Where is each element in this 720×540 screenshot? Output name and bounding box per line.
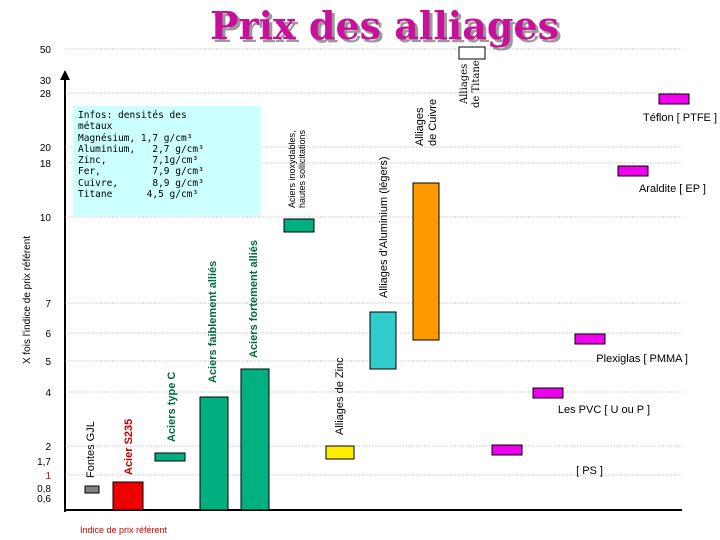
x-axis-label: Indice de prix référent (80, 525, 168, 535)
bar-aciers-faiblement-alli-s (200, 397, 228, 510)
plastic-label: Les PVC [ U ou P ] (558, 404, 650, 416)
bar-alliages-de-titane (459, 47, 485, 59)
y-tick-label: 2 (45, 442, 51, 453)
bar-aciers-type-c (155, 453, 185, 461)
y-tick-label: 7 (45, 299, 51, 310)
label-alliages-titane-2: de Titane (471, 60, 482, 108)
y-tick-label: 1,7 (37, 457, 51, 468)
bar-aciers-fortement-alli-s (241, 369, 269, 510)
plastic-label: Araldite [ EP ] (639, 183, 706, 195)
y-tick-label: 6 (45, 329, 51, 340)
info-line: métaux (78, 121, 261, 132)
y-axis-label: X fois l'indice de prix référent (22, 236, 33, 364)
bar-fontes-gjl (85, 486, 99, 493)
label-acier-s235: Acier S235 (123, 419, 135, 475)
label-aciers-inoxydables-2: hautes sollicitations (297, 129, 307, 208)
plastic-label: Téflon [ PTFE ] (643, 112, 717, 124)
label-aciers-type-c: Aciers type C (166, 372, 178, 442)
info-line: Magnésium, 1,7 g/cm³ (78, 133, 261, 144)
y-tick-label: 1 (45, 471, 51, 482)
label-aciers-inoxydables-1: Aciers inoxydables, (287, 130, 297, 208)
y-tick-label: 0,8 (37, 484, 51, 495)
bar-acier-s235 (113, 482, 143, 510)
density-info-box: Infos: densités des métaux Magnésium, 1,7 … (73, 106, 261, 216)
info-line: Titane 4,5 g/cm³ (78, 189, 261, 200)
bar-alliages-de-cuivre (413, 183, 439, 340)
label-alliages-aluminium: Alliages d'Aluminium (légers) (378, 157, 390, 299)
y-tick-label: 0,6 (37, 494, 51, 505)
y-tick-label: 20 (40, 143, 52, 154)
label-alliages-cuivre-2: de Cuivre (427, 99, 439, 146)
label-fontes-gjl: Fontes GJL (85, 421, 97, 478)
plastic-bar (659, 94, 689, 104)
info-line: Cuivre, 8,9 g/cm³ (78, 178, 261, 189)
y-tick-label: 30 (40, 76, 52, 87)
label-alliages-cuivre-1: Alliages (414, 107, 426, 146)
y-tick-label: 4 (45, 388, 51, 399)
bar-aciers-inoxydables-hautes-sollicitations (284, 219, 314, 232)
plastic-bar (492, 445, 522, 455)
plastic-label: [ PS ] (576, 465, 603, 477)
plastic-bar (533, 388, 563, 398)
label-alliages-zinc: Alliages de Zinc (334, 357, 346, 435)
y-tick-label: 18 (40, 159, 52, 170)
label-aciers-fortement-allies: Aciers fortement alliés (248, 240, 260, 358)
plastic-bar (575, 334, 605, 344)
bar-alliages-d-aluminium-l-gers- (370, 312, 396, 369)
chart-title: Prix des alliages (210, 3, 559, 48)
y-tick-label: 5 (45, 357, 51, 368)
bar-alliages-de-zinc (326, 446, 354, 459)
label-alliages-titane-1: Alliages (459, 64, 470, 105)
info-line: Fer, 7,9 g/cm³ (78, 166, 261, 177)
info-line: Aluminium, 2,7 g/cm³ (78, 144, 261, 155)
y-tick-label: 10 (40, 213, 52, 224)
y-tick-label: 28 (40, 89, 52, 100)
y-axis-arrow (60, 70, 70, 80)
plastic-bar (618, 166, 648, 176)
y-tick-label: 50 (40, 45, 52, 56)
info-line: Zinc, 7,1g/cm³ (78, 155, 261, 166)
label-aciers-faiblement-allies: Aciers faiblement alliés (207, 261, 219, 383)
y-ticks: 0,60,8 1 1,7 2 4 5 6 7 10 18 20 28 30 50 (37, 45, 51, 505)
info-line: Infos: densités des (78, 110, 261, 121)
plastic-label: Plexiglas [ PMMA ] (596, 353, 688, 365)
